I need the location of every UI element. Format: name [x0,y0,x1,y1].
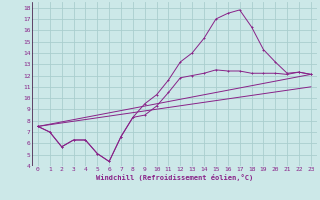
X-axis label: Windchill (Refroidissement éolien,°C): Windchill (Refroidissement éolien,°C) [96,174,253,181]
